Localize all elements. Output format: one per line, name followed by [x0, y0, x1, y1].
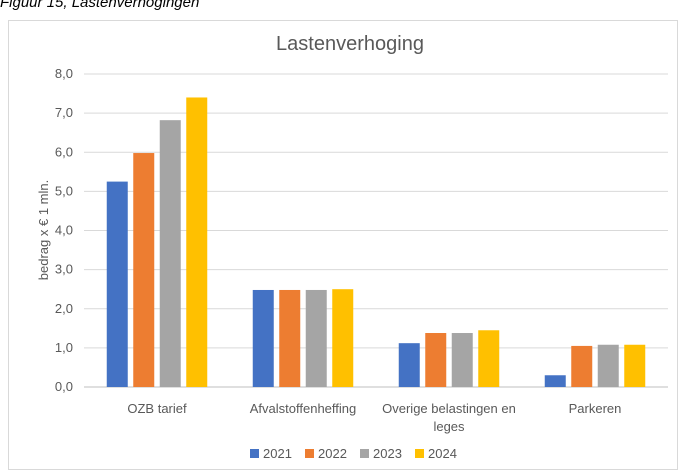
gridlines — [84, 73, 668, 388]
bar-2022 — [425, 333, 447, 387]
bar-2024 — [624, 344, 646, 387]
y-tick-label: 4,0 — [55, 223, 73, 238]
x-tick-label: Afvalstoffenheffing — [250, 401, 357, 416]
legend-label: 2021 — [263, 446, 292, 461]
y-tick-label: 3,0 — [55, 262, 73, 277]
y-tick-label: 7,0 — [55, 105, 73, 120]
bar-2023 — [451, 333, 473, 387]
y-tick-label: 1,0 — [55, 340, 73, 355]
y-tick-label: 8,0 — [55, 66, 73, 81]
bar-2022 — [133, 153, 155, 387]
bar-2023 — [305, 289, 327, 387]
bar-2021 — [398, 343, 420, 387]
legend-label: 2022 — [318, 446, 347, 461]
bar-2021 — [106, 181, 128, 387]
bar-2024 — [478, 330, 500, 387]
y-tick-label: 2,0 — [55, 301, 73, 316]
y-tick-labels: 0,0 1,0 2,0 3,0 4,0 5,0 6,0 7,0 8,0 — [55, 66, 73, 394]
bar-2021 — [544, 375, 566, 387]
x-tick-label: Overige belastingen en — [382, 401, 516, 416]
legend-swatch — [415, 449, 424, 458]
x-tick-label: Parkeren — [569, 401, 622, 416]
bar-2024 — [186, 97, 208, 387]
x-tick-label: leges — [433, 419, 465, 434]
bar-2023 — [159, 120, 181, 387]
legend-swatch — [360, 449, 369, 458]
legend-label: 2024 — [428, 446, 457, 461]
legend: 2021 2022 2023 2024 — [250, 446, 457, 461]
bar-2023 — [597, 344, 619, 387]
y-axis-label: bedrag x € 1 mln. — [36, 180, 51, 280]
bar-2022 — [571, 345, 593, 387]
y-tick-label: 0,0 — [55, 379, 73, 394]
bar-2022 — [279, 289, 301, 387]
x-tick-labels: OZB tarief Afvalstoffenheffing Overige bel… — [127, 401, 621, 434]
legend-swatch — [305, 449, 314, 458]
y-tick-label: 6,0 — [55, 144, 73, 159]
y-tick-label: 5,0 — [55, 183, 73, 198]
chart-title: Lastenverhoging — [276, 33, 424, 55]
legend-swatch — [250, 449, 259, 458]
figure-caption: Figuur 15, Lastenverhogingen — [0, 0, 200, 11]
legend-label: 2023 — [373, 446, 402, 461]
x-tick-label: OZB tarief — [127, 401, 187, 416]
bar-2021 — [252, 289, 274, 387]
bar-2024 — [332, 289, 354, 387]
bars — [106, 97, 646, 387]
